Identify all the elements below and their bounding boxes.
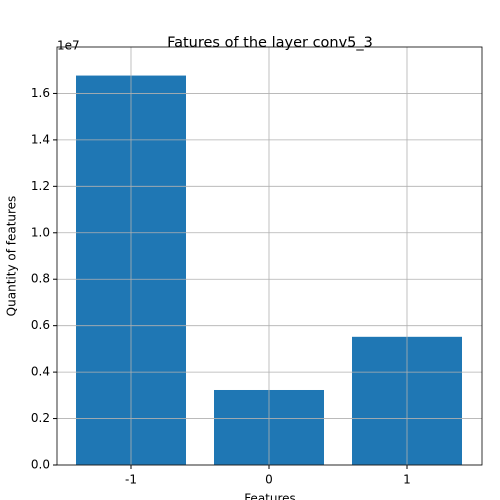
plot-frame bbox=[56, 46, 483, 466]
y-tick-label: 1.0 bbox=[31, 225, 50, 239]
y-tick-label: 0.6 bbox=[31, 318, 50, 332]
x-tick-label: 1 bbox=[403, 473, 411, 487]
x-axis-label: Features bbox=[244, 492, 296, 500]
y-tick-label: 0.2 bbox=[31, 411, 50, 425]
x-tick-label: 0 bbox=[265, 473, 273, 487]
y-tick-label: 0.8 bbox=[31, 272, 50, 286]
y-tick-label: 0.4 bbox=[31, 365, 50, 379]
y-tick-label: 0.0 bbox=[31, 458, 50, 472]
x-tick-label: -1 bbox=[125, 473, 137, 487]
y-tick-label: 1.4 bbox=[31, 132, 50, 146]
y-axis-label: Quantity of features bbox=[5, 196, 19, 317]
y-offset-label: 1e7 bbox=[57, 39, 80, 53]
y-tick-label: 1.2 bbox=[31, 179, 50, 193]
chart-title: Fatures of the layer conv5_3 bbox=[167, 35, 373, 51]
y-tick-label: 1.6 bbox=[31, 86, 50, 100]
